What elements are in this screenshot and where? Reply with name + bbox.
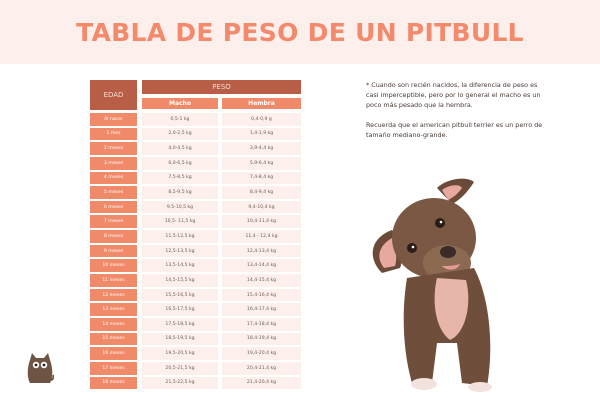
female-weight-cell: 9,4-10,4 kg: [222, 200, 301, 214]
page-title: TABLA DE PESO DE UN PITBULL: [76, 17, 524, 47]
male-weight-cell: 15,5-16,5 kg: [142, 288, 218, 302]
notes-text: * Cuando son recién nacidos, la diferenc…: [366, 80, 546, 140]
female-weight-cell: 7,4-8,4 kg: [222, 171, 301, 185]
male-weight-cell: 9,5-10,5 kg: [142, 200, 218, 214]
age-cell: 18 meses: [90, 376, 137, 390]
male-weight-cell: 16,5-17,5 kg: [142, 303, 218, 316]
age-cell: 9 meses: [90, 244, 137, 258]
column-header-male: Macho: [142, 98, 218, 109]
female-weight-cell: 10,4-11,4 kg: [222, 215, 301, 229]
male-weight-cell: 21,5-22,5 kg: [142, 376, 218, 390]
table-body: Al nacer 0,5-1 kg 0,4-0,9 g 1 mes 2,0-2,5 kg…: [90, 113, 301, 390]
female-weight-cell: 11,4 - 12,4 kg: [222, 230, 301, 243]
age-cell: 14 meses: [90, 317, 137, 331]
age-cell: 7 meses: [90, 215, 137, 229]
age-cell: 6 meses: [90, 200, 137, 214]
table-row: 7 meses 10,5- 11,5 kg 10,4-11,4 kg: [90, 215, 301, 229]
age-cell: 12 meses: [90, 288, 137, 302]
male-weight-cell: 18,5-19,5 kg: [142, 332, 218, 346]
note-paragraph: Recuerda que el american pitbull terrier…: [366, 121, 543, 139]
male-weight-cell: 19,5-20,5 kg: [142, 347, 218, 360]
age-cell: 8 meses: [90, 230, 137, 243]
age-cell: 1 mes: [90, 127, 137, 141]
table-row: 8 meses 11,5-12,5 kg 11,4 - 12,4 kg: [90, 230, 301, 243]
title-banner: TABLA DE PESO DE UN PITBULL: [0, 0, 600, 64]
male-weight-cell: 14,5-15,5 kg: [142, 274, 218, 287]
age-cell: 10 meses: [90, 259, 137, 273]
male-weight-cell: 0,5-1 kg: [142, 113, 218, 126]
male-weight-cell: 7,5-8,5 kg: [142, 171, 218, 185]
age-cell: 16 meses: [90, 347, 137, 360]
table-row: 5 meses 8,5-9,5 kg 8,4-9,4 kg: [90, 186, 301, 199]
table-row: 18 meses 21,5-22,5 kg 21,4-20,4 kg: [90, 376, 301, 390]
weight-table: EDAD PESO Macho Hembra Al nacer 0,5-1 kg 0…: [90, 80, 301, 391]
table-row: 10 meses 13,5-14,5 kg 13,4-14,4 kg: [90, 259, 301, 273]
female-weight-cell: 14,4-15,4 kg: [222, 274, 301, 287]
male-weight-cell: 4,0-4,5 kg: [142, 142, 218, 155]
note-paragraph: * Cuando son recién nacidos, la diferenc…: [366, 81, 541, 109]
male-weight-cell: 20,5-21,5 kg: [142, 361, 218, 375]
female-weight-cell: 5,9-6,4 kg: [222, 156, 301, 170]
male-weight-cell: 11,5-12,5 kg: [142, 230, 218, 243]
female-weight-cell: 18,4-19,4 kg: [222, 332, 301, 346]
column-header-age: EDAD: [90, 80, 137, 110]
table-row: 9 meses 12,5-13,5 kg 12,4-13,4 kg: [90, 244, 301, 258]
male-weight-cell: 10,5- 11,5 kg: [142, 215, 218, 229]
age-cell: 17 meses: [90, 361, 137, 375]
male-weight-cell: 6,0-6,5 kg: [142, 156, 218, 170]
age-cell: 13 meses: [90, 303, 137, 316]
age-cell: 4 meses: [90, 171, 137, 185]
male-weight-cell: 17,5-18,5 kg: [142, 317, 218, 331]
female-weight-cell: 19,4-20,4 kg: [222, 347, 301, 360]
table-row: 16 meses 19,5-20,5 kg 19,4-20,4 kg: [90, 347, 301, 360]
table-row: 12 meses 15,5-16,5 kg 15,4-16,4 kg: [90, 288, 301, 302]
table-row: 3 meses 6,0-6,5 kg 5,9-6,4 kg: [90, 156, 301, 170]
male-weight-cell: 2,0-2,5 kg: [142, 127, 218, 141]
female-weight-cell: 13,4-14,4 kg: [222, 259, 301, 273]
female-weight-cell: 0,4-0,9 g: [222, 113, 301, 126]
female-weight-cell: 12,4-13,4 kg: [222, 244, 301, 258]
age-cell: 2 meses: [90, 142, 137, 155]
column-header-weight: PESO: [142, 80, 301, 94]
table-row: 1 mes 2,0-2,5 kg 1,4-1,9 kg: [90, 127, 301, 141]
age-cell: 5 meses: [90, 186, 137, 199]
female-weight-cell: 1,4-1,9 kg: [222, 127, 301, 141]
male-weight-cell: 12,5-13,5 kg: [142, 244, 218, 258]
puppy-illustration: [372, 178, 492, 392]
table-row: 14 meses 17,5-18,5 kg 17,4-18,4 kg: [90, 317, 301, 331]
female-weight-cell: 8,4-9,4 kg: [222, 186, 301, 199]
female-weight-cell: 3,9-4,4 kg: [222, 142, 301, 155]
cat-logo-icon: [27, 353, 54, 383]
table-row: 17 meses 20,5-21,5 kg 20,4-21,4 kg: [90, 361, 301, 375]
age-cell: 15 meses: [90, 332, 137, 346]
female-weight-cell: 17,4-18,4 kg: [222, 317, 301, 331]
table-row: 6 meses 9,5-10,5 kg 9,4-10,4 kg: [90, 200, 301, 214]
male-weight-cell: 13,5-14,5 kg: [142, 259, 218, 273]
table-row: 11 meses 14,5-15,5 kg 14,4-15,4 kg: [90, 274, 301, 287]
table-row: 13 meses 16,5-17,5 kg 16,4-17,4 kg: [90, 303, 301, 316]
column-header-female: Hembra: [222, 98, 301, 109]
table-header: EDAD PESO Macho Hembra: [90, 80, 301, 111]
age-cell: 3 meses: [90, 156, 137, 170]
female-weight-cell: 15,4-16,4 kg: [222, 288, 301, 302]
female-weight-cell: 20,4-21,4 kg: [222, 361, 301, 375]
female-weight-cell: 16,4-17,4 kg: [222, 303, 301, 316]
table-row: 2 meses 4,0-4,5 kg 3,9-4,4 kg: [90, 142, 301, 155]
table-row: 4 meses 7,5-8,5 kg 7,4-8,4 kg: [90, 171, 301, 185]
table-row: Al nacer 0,5-1 kg 0,4-0,9 g: [90, 113, 301, 126]
male-weight-cell: 8,5-9,5 kg: [142, 186, 218, 199]
female-weight-cell: 21,4-20,4 kg: [222, 376, 301, 390]
age-cell: 11 meses: [90, 274, 137, 287]
table-row: 15 meses 18,5-19,5 kg 18,4-19,4 kg: [90, 332, 301, 346]
age-cell: Al nacer: [90, 113, 137, 126]
